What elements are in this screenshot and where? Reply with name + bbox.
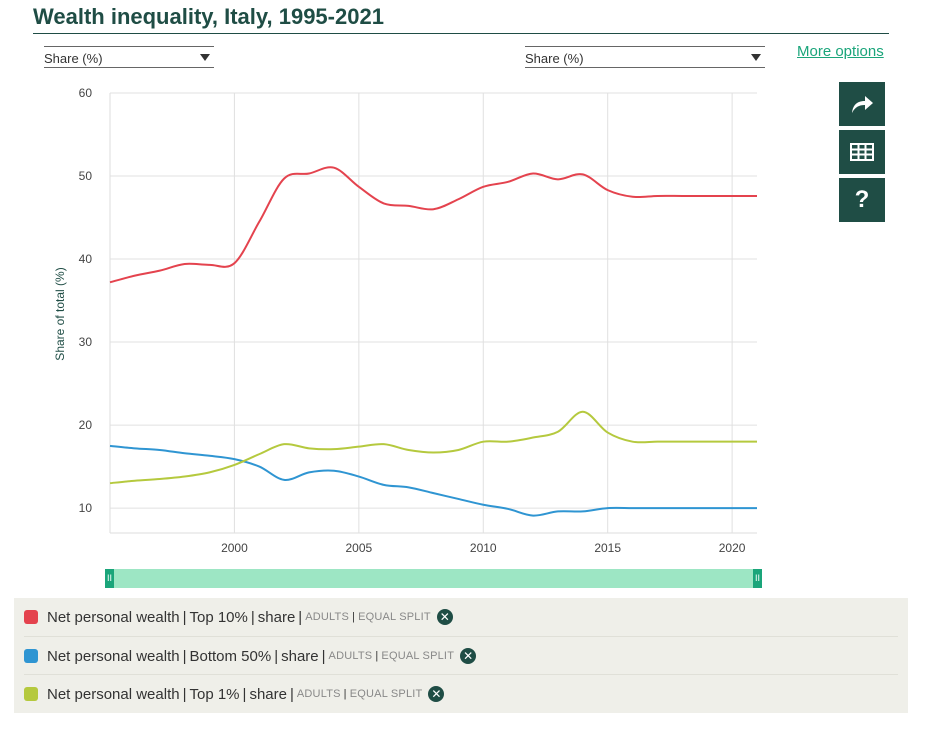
chart-series (109, 166, 757, 517)
legend-metric: Net personal wealth (47, 685, 180, 703)
chevron-down-icon (200, 54, 210, 61)
left-axis-select-value: Share (%) (44, 51, 103, 66)
legend-group: Top 1% (189, 685, 240, 703)
legend-panel: Net personal wealth | Top 10% | share | ADU… (14, 598, 908, 713)
legend-item-top10: Net personal wealth | Top 10% | share | ADU… (24, 598, 898, 636)
table-button[interactable] (839, 130, 885, 174)
legend-group: Bottom 50% (189, 647, 272, 665)
legend-population: ADULTS (296, 688, 341, 700)
y-axis-ticks: 10 20 30 40 50 60 (79, 86, 93, 515)
page-title: Wealth inequality, Italy, 1995-2021 (33, 4, 384, 29)
share-icon (852, 96, 873, 113)
legend-divider (24, 674, 898, 675)
legend-item-top1: Net personal wealth | Top 1% | share | ADUL… (24, 675, 898, 713)
y-tick-label: 60 (79, 86, 93, 100)
legend-stat: share (257, 608, 296, 626)
series-line-bottom50 (109, 444, 757, 517)
chart-grid (109, 92, 757, 534)
legend-metric: Net personal wealth (47, 608, 180, 626)
legend-split: EQUAL SPLIT (381, 650, 455, 662)
x-axis-ticks: 2000 2005 2010 2015 2020 (221, 541, 746, 555)
y-tick-label: 30 (79, 335, 93, 349)
y-tick-label: 10 (79, 501, 93, 515)
chevron-down-icon (751, 54, 761, 61)
range-handle-right[interactable]: II (753, 569, 762, 588)
remove-series-top1-button[interactable]: ✕ (428, 686, 445, 702)
range-navigator[interactable]: II II (105, 569, 762, 588)
legend-stat: share (249, 685, 287, 703)
table-icon (850, 143, 874, 161)
x-tick-label: 2000 (221, 541, 248, 555)
legend-group: Top 10% (189, 608, 248, 626)
series-line-top10 (109, 166, 757, 284)
x-tick-label: 2010 (470, 541, 497, 555)
legend-swatch (24, 687, 38, 701)
legend-swatch (24, 610, 38, 624)
share-button[interactable] (839, 82, 885, 126)
y-tick-label: 20 (79, 418, 93, 432)
remove-series-top10-button[interactable]: ✕ (436, 609, 453, 625)
y-tick-label: 40 (79, 252, 93, 266)
right-axis-select[interactable]: Share (%) (525, 46, 765, 68)
range-handle-left[interactable]: II (105, 569, 114, 588)
legend-stat: share (281, 647, 319, 665)
legend-divider (24, 636, 898, 637)
x-tick-label: 2005 (345, 541, 372, 555)
legend-population: ADULTS (305, 611, 349, 623)
help-icon: ? (854, 186, 870, 213)
y-tick-label: 50 (79, 169, 93, 183)
legend-population: ADULTS (328, 650, 373, 662)
x-tick-label: 2020 (719, 541, 746, 555)
title-divider (33, 33, 889, 34)
more-options-link[interactable]: More options (797, 43, 884, 60)
series-line-top1 (109, 410, 757, 485)
legend-swatch (24, 649, 38, 663)
help-button[interactable]: ? (839, 178, 885, 222)
remove-series-bottom50-button[interactable]: ✕ (460, 648, 477, 664)
legend-item-bottom50: Net personal wealth | Bottom 50% | share | … (24, 637, 898, 675)
right-axis-select-value: Share (%) (525, 51, 584, 66)
legend-split: EQUAL SPLIT (349, 688, 423, 700)
x-tick-label: 2015 (594, 541, 621, 555)
line-chart: 10 20 30 40 50 60 2000 2005 2010 2015 2020 Share … (53, 86, 757, 555)
legend-metric: Net personal wealth (47, 647, 180, 665)
legend-split: EQUAL SPLIT (358, 611, 431, 623)
left-axis-select[interactable]: Share (%) (44, 46, 214, 68)
y-axis-label: Share of total (%) (53, 267, 67, 360)
